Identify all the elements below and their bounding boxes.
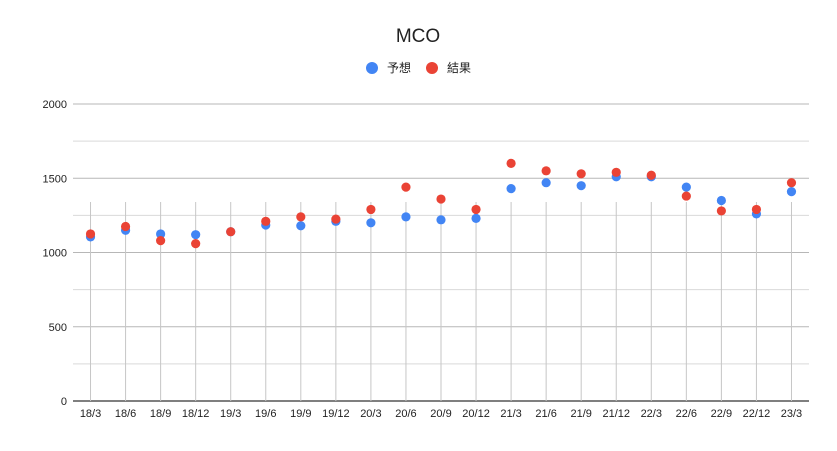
x-tick-label: 22/12 (743, 408, 771, 420)
legend-label: 予想 (387, 60, 411, 75)
data-point[interactable] (786, 178, 797, 188)
x-tick-label: 19/6 (255, 408, 276, 420)
data-point[interactable] (716, 195, 726, 206)
x-tick-label: 18/12 (182, 408, 210, 420)
data-point[interactable] (541, 178, 551, 188)
data-point[interactable] (576, 181, 586, 191)
y-tick-label: 1500 (43, 173, 67, 185)
data-point[interactable] (436, 215, 446, 225)
data-point[interactable] (366, 204, 376, 215)
data-point[interactable] (156, 236, 166, 246)
x-tick-label: 21/6 (535, 408, 556, 420)
x-tick-label: 22/9 (711, 408, 732, 420)
x-tick-label: 19/3 (220, 408, 241, 420)
data-point[interactable] (261, 216, 271, 226)
data-point[interactable] (611, 167, 621, 177)
data-point[interactable] (506, 184, 516, 194)
gridlines (73, 103, 809, 402)
data-point[interactable] (471, 213, 481, 223)
data-points (85, 158, 797, 249)
data-point[interactable] (191, 230, 201, 240)
y-tick-label: 500 (49, 322, 67, 334)
data-point[interactable] (786, 187, 797, 197)
legend-marker (426, 62, 438, 74)
y-tick-label: 0 (61, 396, 67, 408)
data-point[interactable] (576, 169, 586, 179)
data-point[interactable] (296, 221, 306, 231)
data-point[interactable] (681, 182, 691, 192)
data-point[interactable] (716, 206, 726, 216)
data-point[interactable] (401, 182, 411, 192)
legend: 予想 結果 (366, 60, 471, 75)
data-point[interactable] (120, 221, 131, 232)
x-tick-label: 21/9 (570, 408, 591, 420)
x-tick-label: 21/3 (500, 408, 521, 420)
data-point[interactable] (751, 204, 762, 215)
series-2 (85, 158, 797, 249)
x-tick-label: 20/9 (430, 408, 451, 420)
x-tick-label: 18/6 (115, 408, 136, 420)
data-point[interactable] (506, 158, 516, 168)
data-point[interactable] (296, 212, 306, 222)
x-tick-label: 21/12 (602, 408, 630, 420)
x-tick-label: 20/12 (462, 408, 490, 420)
data-point[interactable] (331, 214, 341, 224)
x-tick-label: 20/6 (395, 408, 416, 420)
y-tick-label: 2000 (43, 99, 67, 111)
legend-label: 結果 (447, 61, 471, 75)
data-point[interactable] (646, 170, 656, 180)
x-tick-label: 19/12 (322, 408, 350, 420)
data-point[interactable] (436, 194, 446, 204)
x-tick-label: 18/9 (150, 408, 171, 420)
chart-title: MCO (396, 26, 440, 47)
data-point[interactable] (471, 204, 481, 215)
data-point[interactable] (401, 212, 411, 222)
x-tick-label: 20/3 (360, 408, 381, 420)
data-point[interactable] (366, 218, 376, 228)
data-point[interactable] (541, 166, 551, 176)
y-axis-ticks: 0 500 1000 1500 2000 (43, 99, 67, 408)
x-tick-label: 18/3 (80, 408, 101, 420)
data-point[interactable] (156, 229, 166, 239)
legend-item[interactable]: 結果 (426, 61, 471, 75)
x-axis-ticks: 18/3 18/6 18/9 18/12 19/3 19/6 19/9 19/12 20/3 20… (80, 408, 802, 420)
x-tick-label: 23/3 (781, 408, 802, 420)
legend-item[interactable]: 予想 (366, 60, 411, 75)
data-point[interactable] (681, 191, 691, 201)
data-point[interactable] (191, 238, 201, 249)
legend-marker (366, 62, 378, 74)
x-tick-label: 19/9 (290, 408, 311, 420)
x-tick-label: 22/3 (641, 408, 662, 420)
y-tick-label: 1000 (43, 248, 67, 260)
data-point[interactable] (85, 229, 96, 239)
x-tick-label: 22/6 (676, 408, 697, 420)
data-point[interactable] (226, 227, 236, 237)
